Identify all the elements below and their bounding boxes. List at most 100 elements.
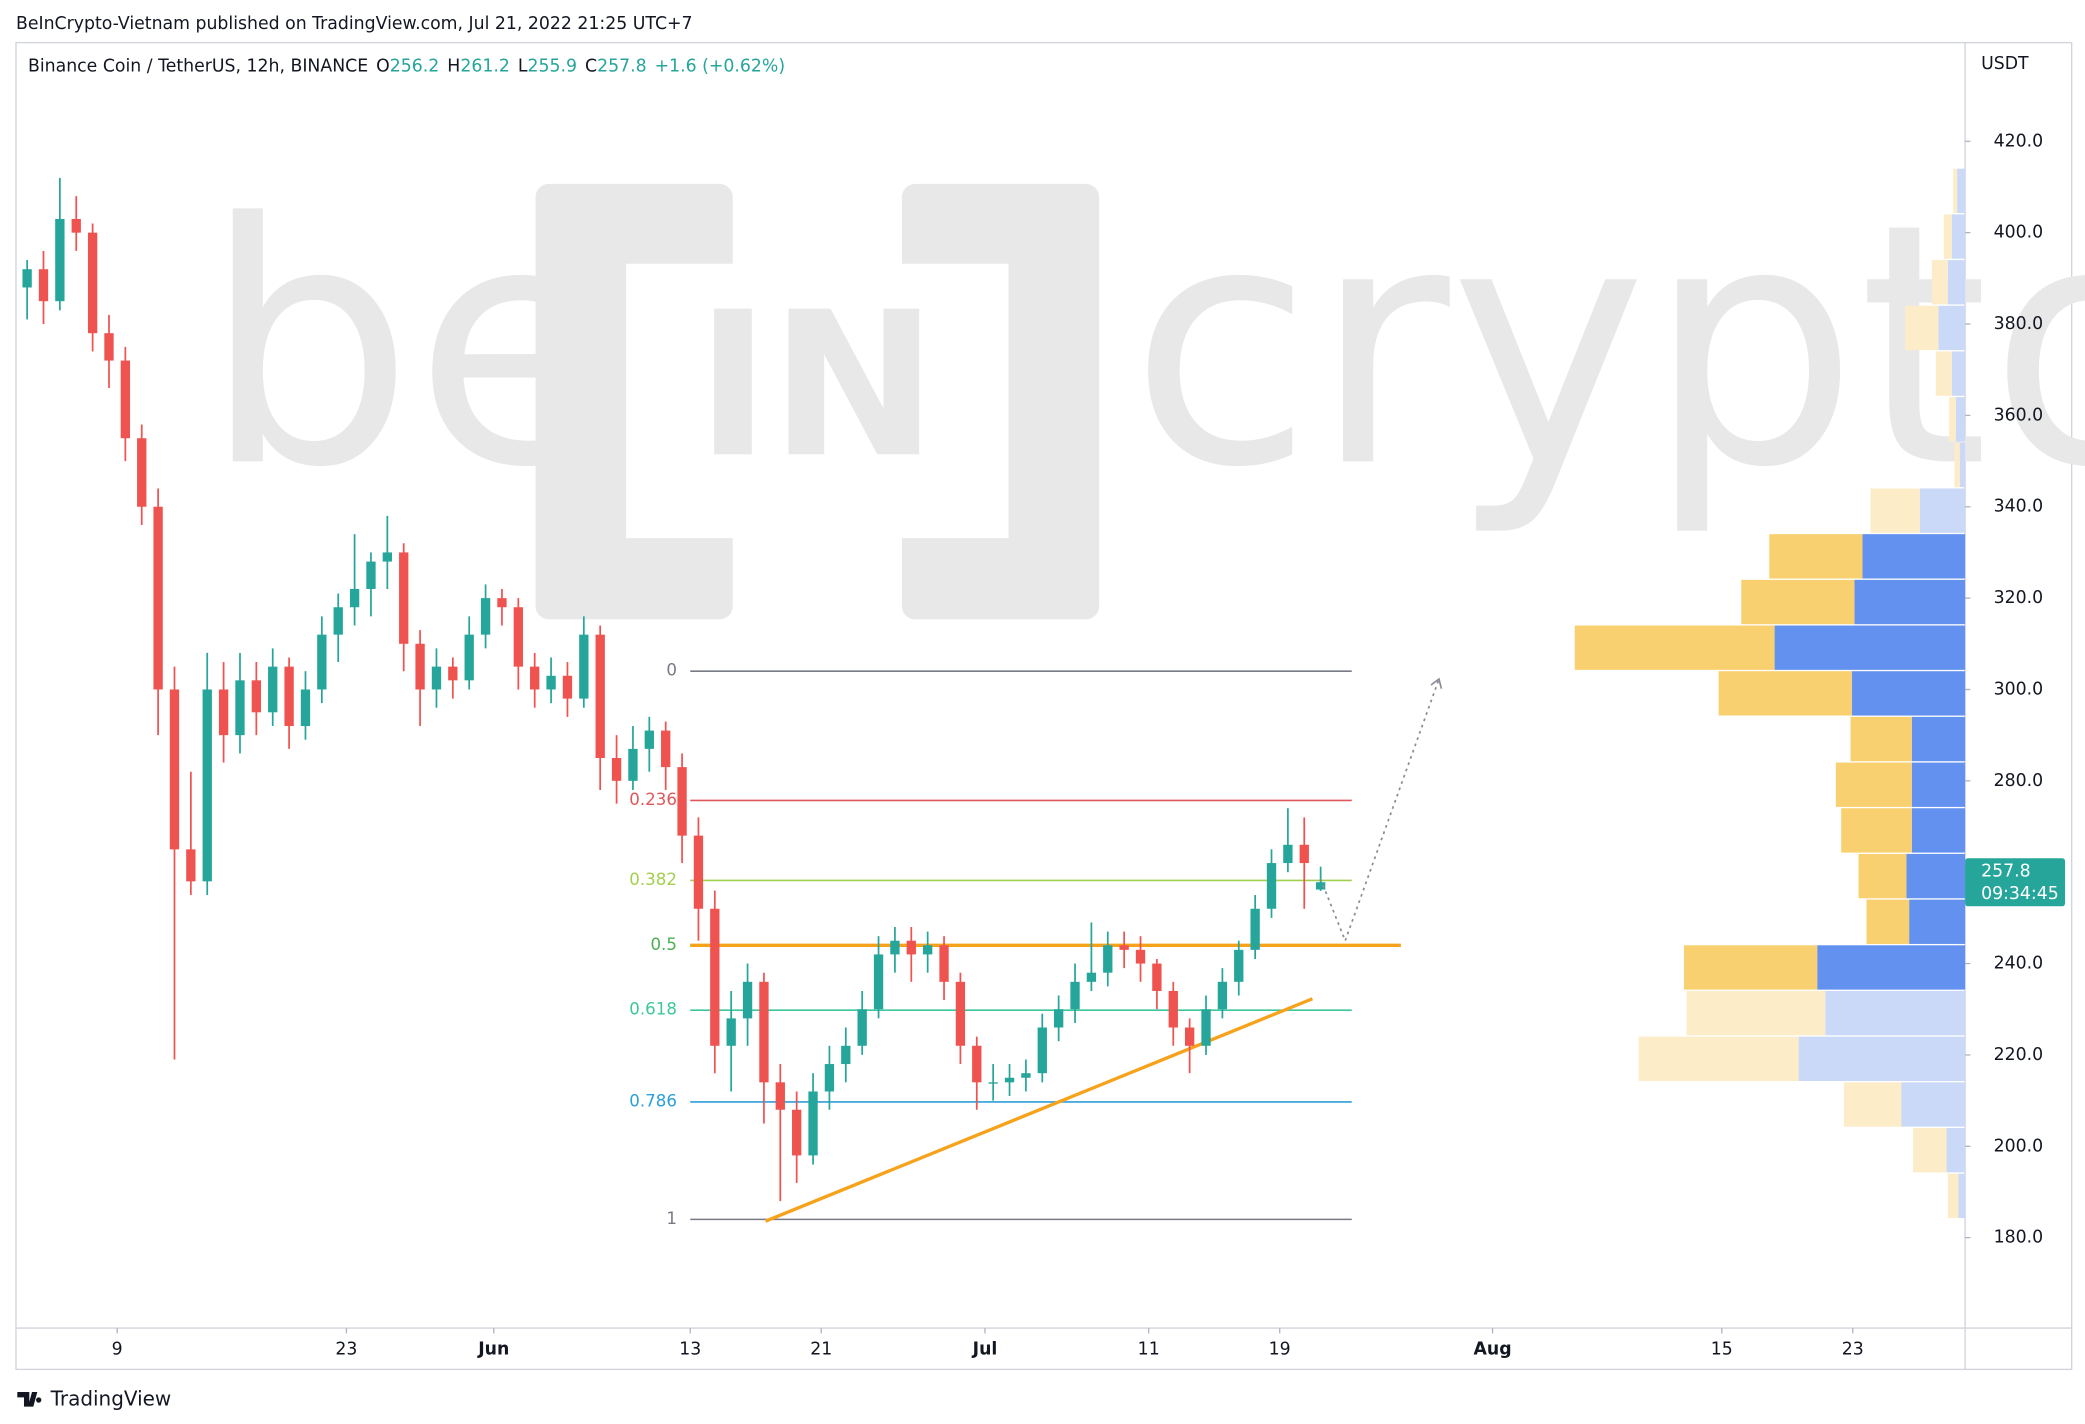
watermark-text: IN — [696, 270, 938, 502]
candle-body — [284, 666, 294, 727]
candle-body — [1053, 1009, 1064, 1028]
volume-profile-down — [1741, 579, 1855, 625]
candle-body — [955, 981, 966, 1046]
published-note: BeInCrypto-Vietnam published on TradingV… — [16, 14, 693, 34]
volume-profile-down — [1841, 808, 1912, 853]
candle-body — [235, 680, 245, 736]
volume-profile-up — [1919, 488, 1966, 533]
candle-body — [1086, 972, 1097, 982]
volume-profile-up — [1851, 671, 1966, 716]
candle-body — [824, 1064, 835, 1092]
volume-profile-down — [1769, 534, 1863, 579]
candle-body — [169, 689, 180, 850]
volume-profile-up — [1911, 716, 1966, 762]
y-tick-label: 380.0 — [1994, 314, 2044, 334]
volume-profile-up — [1854, 579, 1966, 625]
ohlc-label: C — [585, 57, 597, 77]
volume-profile-down — [1870, 488, 1920, 533]
candle-body — [546, 675, 556, 690]
candle-body — [218, 689, 229, 736]
volume-profile-up — [1947, 260, 1966, 305]
volume-profile-up — [1825, 990, 1966, 1036]
volume-profile-up — [1938, 305, 1966, 351]
candle-body — [890, 940, 900, 955]
candle-body — [1234, 949, 1244, 982]
candle-body — [431, 666, 442, 690]
x-tick-label: 21 — [810, 1339, 832, 1359]
fib-level-label: 0.786 — [629, 1091, 677, 1110]
ohlc-value: 261.2 — [460, 57, 510, 77]
x-tick-label: Aug — [1474, 1339, 1512, 1359]
candle-body — [759, 981, 769, 1083]
volume-profile-down — [1683, 945, 1818, 990]
change-label: +1.6 (+0.62%) — [655, 57, 785, 77]
ohlc-label: O — [376, 57, 390, 77]
volume-profile-down — [1943, 214, 1952, 259]
y-tick-label: 200.0 — [1994, 1136, 2044, 1156]
candle-body — [1103, 945, 1113, 973]
countdown-label: 09:34:45 — [1981, 884, 2059, 904]
candle-body — [22, 269, 32, 288]
candle-body — [1152, 963, 1162, 991]
y-tick-label: 300.0 — [1994, 679, 2044, 699]
candle-body — [677, 767, 687, 836]
logo-icon — [17, 1392, 42, 1407]
x-tick-label: Jul — [972, 1339, 998, 1359]
volume-profile-down — [1718, 671, 1852, 716]
volume-profile-up — [1909, 899, 1966, 944]
candle-body — [1037, 1027, 1047, 1074]
volume-profile-up — [1946, 1128, 1966, 1173]
candle-body — [448, 666, 458, 681]
volume-profile-up — [1951, 351, 1966, 396]
candle-body — [792, 1109, 802, 1156]
candle-body — [120, 360, 131, 439]
volume-profile-up — [1951, 214, 1966, 259]
plot: 180.0200.0220.0240.0260.0280.0300.0320.0… — [22, 131, 2043, 1359]
candle-body — [1070, 981, 1080, 1010]
volume-profile-down — [1574, 625, 1775, 670]
y-axis-label: USDT — [1981, 54, 2029, 74]
candle-body — [137, 438, 147, 507]
candle-body — [300, 689, 311, 727]
candle-body — [1168, 990, 1178, 1028]
volume-profile-down — [1953, 168, 1958, 214]
volume-profile-up — [1957, 168, 1966, 214]
candle-body — [972, 1045, 982, 1083]
candle-body — [775, 1082, 785, 1110]
candle-body — [366, 561, 376, 589]
volume-profile-down — [1835, 762, 1912, 807]
ohlc-value: 256.2 — [390, 57, 440, 77]
candle-body — [268, 666, 278, 713]
x-tick-label: 11 — [1138, 1339, 1160, 1359]
y-tick-label: 340.0 — [1994, 497, 2044, 517]
candle-body — [1217, 981, 1228, 1010]
candle-body — [399, 552, 409, 644]
candle-body — [988, 1082, 998, 1084]
volume-profile-down — [1949, 397, 1956, 442]
candle-body — [1135, 949, 1146, 964]
candle-body — [611, 757, 622, 781]
y-tick-label: 280.0 — [1994, 771, 2044, 791]
watermark: be IN crypto — [203, 152, 2085, 620]
volume-profile-down — [1947, 1173, 1959, 1219]
volume-profile-up — [1958, 1173, 1966, 1219]
x-tick-label: 23 — [335, 1339, 357, 1359]
fib-level-label: 0 — [666, 661, 677, 680]
y-tick-label: 180.0 — [1994, 1228, 2044, 1248]
fib-level-label: 0.618 — [629, 1000, 677, 1019]
volume-profile-down — [1638, 1036, 1799, 1081]
y-tick-label: 400.0 — [1994, 223, 2044, 243]
fib-level-label: 0.382 — [629, 870, 677, 889]
volume-profile-up — [1901, 1082, 1966, 1127]
candle-body — [1184, 1027, 1195, 1046]
candle-body — [644, 730, 654, 749]
candle-body — [464, 634, 474, 681]
candle-body — [153, 506, 163, 690]
candle-body — [480, 598, 491, 635]
volume-profile-down — [1905, 305, 1939, 351]
candle-body — [595, 634, 605, 758]
candle-body — [333, 607, 343, 635]
last-price-label: 257.8 — [1981, 862, 2031, 882]
